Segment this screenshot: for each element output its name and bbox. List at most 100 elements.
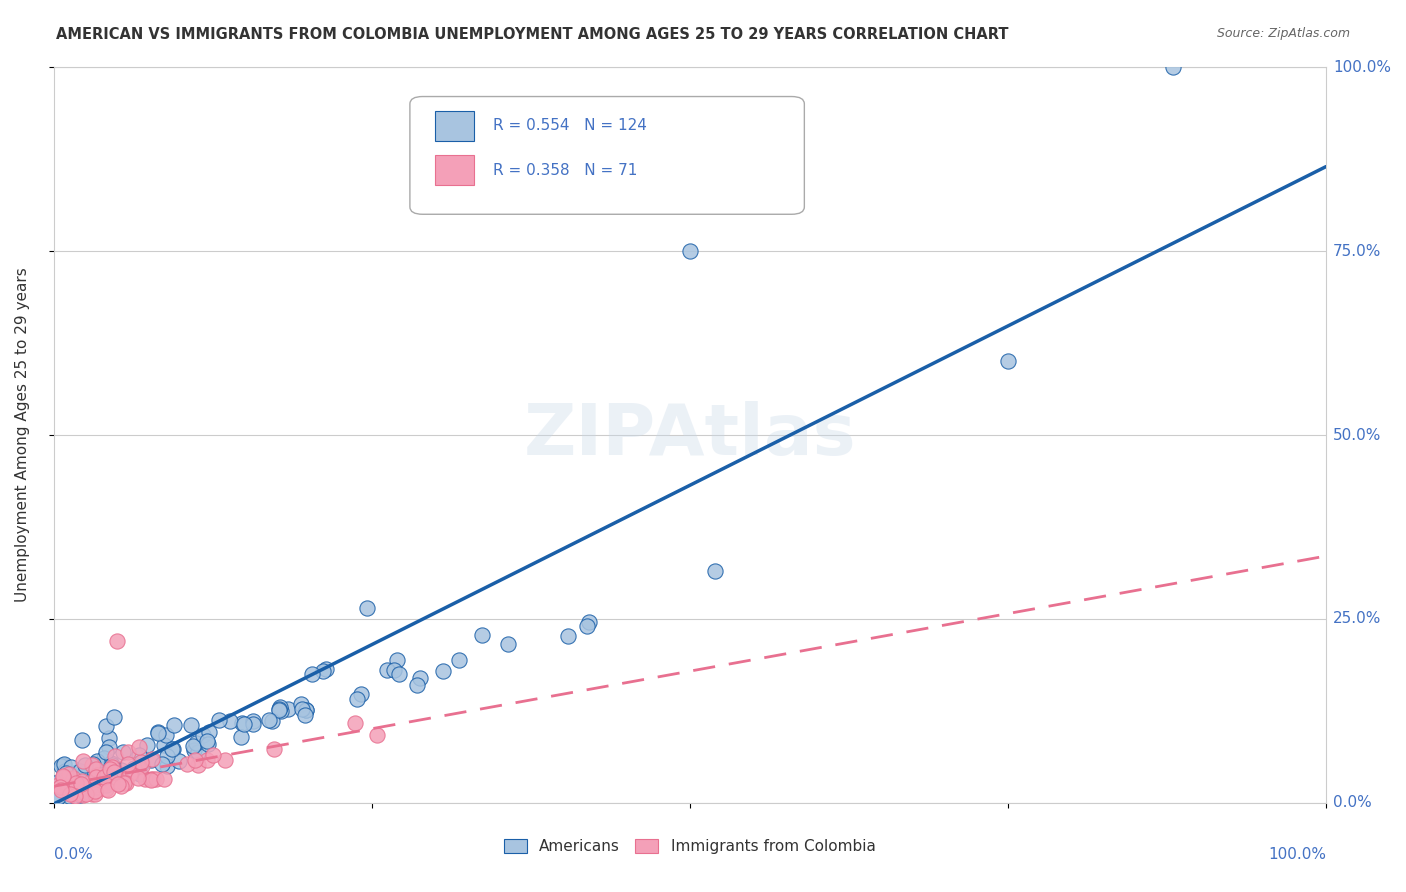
Point xyxy=(67,776,90,790)
Point xyxy=(231,716,253,731)
Point xyxy=(98,740,121,755)
Point xyxy=(406,678,429,692)
Point xyxy=(52,757,75,772)
Point xyxy=(267,703,290,717)
Point xyxy=(124,761,146,775)
Point xyxy=(86,780,108,794)
Point xyxy=(150,757,173,772)
Point xyxy=(100,771,122,785)
Point xyxy=(295,703,318,717)
Point xyxy=(117,757,139,772)
Point xyxy=(53,772,76,787)
Point xyxy=(75,778,97,792)
Point xyxy=(578,615,600,629)
Point xyxy=(76,775,98,789)
Point xyxy=(84,770,107,784)
Point xyxy=(48,775,70,789)
Point xyxy=(195,753,218,767)
Point xyxy=(65,776,87,790)
Point xyxy=(447,653,470,667)
Point xyxy=(191,728,214,742)
Text: 100.0%: 100.0% xyxy=(1333,60,1391,75)
Point xyxy=(97,783,120,797)
Point xyxy=(575,618,598,632)
Point xyxy=(156,759,179,773)
Point xyxy=(233,717,256,731)
Point xyxy=(142,772,165,787)
Point xyxy=(218,714,240,728)
Point xyxy=(55,766,77,780)
Point xyxy=(80,757,103,772)
Point xyxy=(208,713,231,727)
Point xyxy=(72,755,94,769)
Point xyxy=(180,717,202,731)
Point xyxy=(93,750,115,764)
Point xyxy=(69,788,91,802)
Point xyxy=(141,753,163,767)
Point xyxy=(141,752,163,766)
Point xyxy=(290,698,312,712)
Point xyxy=(103,771,125,785)
Point xyxy=(84,762,107,776)
Point xyxy=(93,777,115,791)
Point xyxy=(86,780,108,794)
Text: R = 0.358   N = 71: R = 0.358 N = 71 xyxy=(492,162,637,178)
Point xyxy=(91,763,114,777)
Point xyxy=(60,784,83,798)
Point xyxy=(103,764,125,779)
Point xyxy=(160,742,183,756)
Point xyxy=(55,764,77,778)
Point xyxy=(997,354,1019,368)
Point xyxy=(98,762,121,776)
Point xyxy=(58,766,80,780)
Point xyxy=(49,777,72,791)
Point xyxy=(89,761,111,775)
Point xyxy=(242,714,264,728)
Point xyxy=(94,746,117,760)
Point xyxy=(344,715,367,730)
Point xyxy=(75,758,97,772)
Point xyxy=(557,629,579,643)
Text: R = 0.554   N = 124: R = 0.554 N = 124 xyxy=(492,119,647,134)
Point xyxy=(58,780,80,794)
Point xyxy=(98,731,121,746)
Point xyxy=(128,740,150,755)
Point xyxy=(152,772,174,786)
Point xyxy=(82,787,104,801)
Point xyxy=(315,662,337,676)
Point xyxy=(62,771,84,785)
Point xyxy=(155,728,177,742)
Point xyxy=(197,737,219,751)
Point xyxy=(86,768,108,782)
Point xyxy=(155,748,177,763)
Point xyxy=(145,772,167,787)
Point xyxy=(103,710,125,724)
Point xyxy=(183,742,205,756)
Point xyxy=(312,664,335,678)
Point xyxy=(100,760,122,774)
Point xyxy=(69,781,91,796)
Point xyxy=(129,755,152,769)
FancyBboxPatch shape xyxy=(436,155,474,185)
Point xyxy=(63,789,86,804)
Point xyxy=(187,758,209,772)
Point xyxy=(242,716,264,731)
Point xyxy=(110,763,132,777)
Point xyxy=(260,714,283,729)
Point xyxy=(104,748,127,763)
Point xyxy=(79,780,101,794)
Point xyxy=(346,692,368,706)
Point xyxy=(471,628,494,642)
Point xyxy=(350,687,373,701)
Point xyxy=(195,734,218,748)
Point xyxy=(388,666,411,681)
Point xyxy=(117,745,139,759)
Point xyxy=(496,637,519,651)
Point xyxy=(294,707,316,722)
Point xyxy=(135,738,157,752)
Point xyxy=(183,753,205,767)
Point xyxy=(49,759,72,773)
Point xyxy=(679,244,702,258)
Point xyxy=(366,728,388,742)
Point xyxy=(49,779,72,793)
